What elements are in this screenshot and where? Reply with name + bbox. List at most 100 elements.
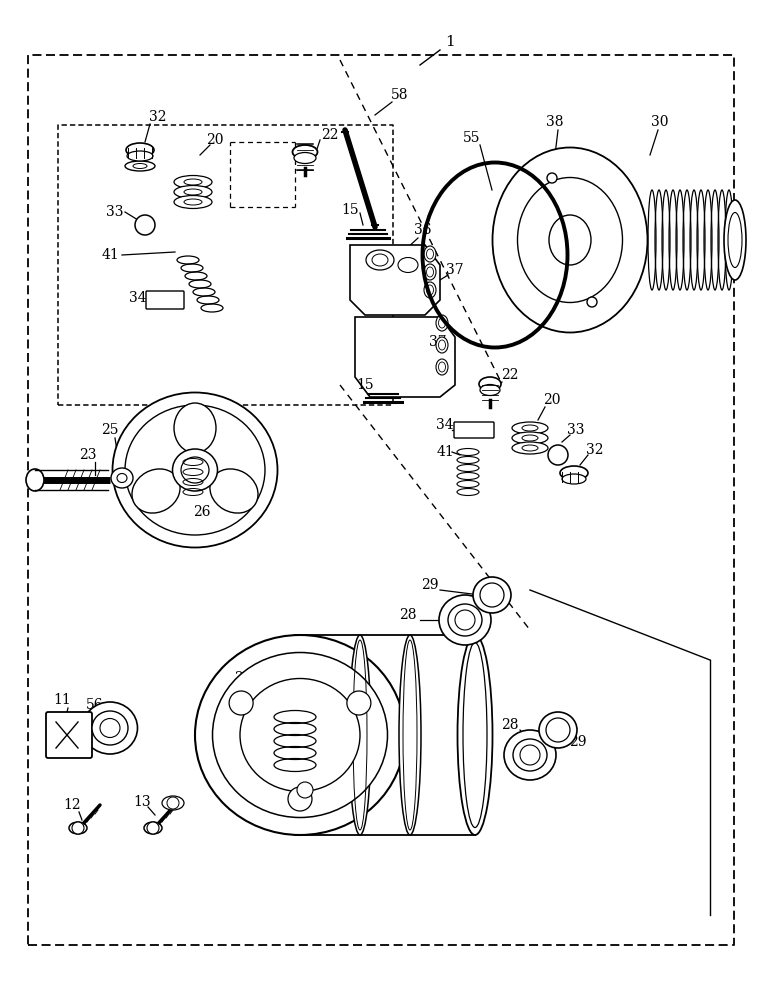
Ellipse shape: [366, 250, 394, 270]
Ellipse shape: [173, 449, 217, 491]
Text: 1: 1: [445, 35, 455, 49]
FancyBboxPatch shape: [454, 422, 494, 438]
Ellipse shape: [127, 151, 153, 161]
FancyBboxPatch shape: [46, 712, 92, 758]
Text: 58: 58: [391, 88, 409, 102]
Ellipse shape: [436, 337, 448, 353]
Text: 28: 28: [502, 718, 519, 732]
Ellipse shape: [293, 145, 318, 159]
Text: 37: 37: [429, 335, 447, 349]
Ellipse shape: [512, 442, 548, 454]
Ellipse shape: [133, 163, 147, 168]
Text: 29: 29: [421, 578, 439, 592]
Ellipse shape: [549, 215, 591, 265]
Text: 34: 34: [436, 418, 454, 432]
Ellipse shape: [144, 822, 162, 834]
Ellipse shape: [399, 635, 421, 835]
Circle shape: [147, 822, 159, 834]
Text: 13: 13: [133, 795, 150, 809]
Text: 32: 32: [149, 110, 166, 124]
Ellipse shape: [26, 469, 44, 491]
Text: 56: 56: [86, 698, 104, 712]
FancyBboxPatch shape: [146, 291, 184, 309]
Text: 33: 33: [567, 423, 584, 437]
Circle shape: [72, 822, 84, 834]
Ellipse shape: [436, 315, 448, 331]
Text: 15: 15: [356, 378, 374, 392]
Circle shape: [229, 691, 253, 715]
Circle shape: [297, 782, 313, 798]
Text: 30: 30: [651, 115, 669, 129]
Ellipse shape: [398, 257, 418, 272]
Ellipse shape: [424, 246, 436, 262]
Ellipse shape: [69, 822, 87, 834]
Text: 20: 20: [206, 133, 223, 147]
Text: 22: 22: [321, 128, 339, 142]
Ellipse shape: [181, 457, 209, 483]
Ellipse shape: [126, 143, 154, 157]
Ellipse shape: [480, 384, 500, 395]
Circle shape: [546, 718, 570, 742]
Ellipse shape: [458, 635, 492, 835]
Text: 23: 23: [79, 448, 97, 462]
Circle shape: [480, 583, 504, 607]
Ellipse shape: [512, 432, 548, 444]
Ellipse shape: [522, 425, 538, 431]
Ellipse shape: [372, 254, 388, 266]
Ellipse shape: [518, 178, 622, 302]
Ellipse shape: [724, 200, 746, 280]
Circle shape: [347, 691, 371, 715]
Text: 20: 20: [543, 393, 561, 407]
Text: 26: 26: [193, 505, 211, 519]
Text: 33: 33: [106, 205, 124, 219]
Ellipse shape: [436, 359, 448, 375]
Text: 28: 28: [399, 608, 416, 622]
Circle shape: [167, 797, 179, 809]
Circle shape: [520, 745, 540, 765]
Circle shape: [288, 787, 312, 811]
Text: 15: 15: [341, 203, 359, 217]
Text: 41: 41: [436, 445, 454, 459]
Text: 34: 34: [129, 291, 147, 305]
Ellipse shape: [132, 469, 180, 513]
Ellipse shape: [162, 796, 184, 810]
Ellipse shape: [560, 466, 588, 480]
Text: 25: 25: [101, 423, 119, 437]
Text: 22: 22: [502, 368, 519, 382]
Ellipse shape: [504, 730, 556, 780]
Ellipse shape: [213, 652, 388, 818]
Ellipse shape: [522, 445, 538, 451]
Ellipse shape: [112, 392, 277, 548]
Ellipse shape: [562, 474, 586, 484]
Ellipse shape: [117, 474, 127, 483]
Ellipse shape: [174, 176, 212, 188]
Ellipse shape: [100, 718, 120, 738]
Circle shape: [135, 215, 155, 235]
Text: 41: 41: [101, 248, 119, 262]
Ellipse shape: [174, 196, 212, 209]
Ellipse shape: [174, 403, 216, 453]
Ellipse shape: [349, 635, 371, 835]
Ellipse shape: [448, 604, 482, 636]
Text: 55: 55: [464, 131, 481, 145]
Ellipse shape: [479, 377, 501, 391]
Ellipse shape: [111, 468, 133, 488]
Ellipse shape: [92, 711, 128, 745]
Text: 37: 37: [446, 263, 464, 277]
Ellipse shape: [174, 186, 212, 198]
Ellipse shape: [439, 595, 491, 645]
Text: 29: 29: [569, 735, 587, 749]
Ellipse shape: [83, 702, 138, 754]
Text: 11: 11: [53, 693, 71, 707]
Ellipse shape: [522, 435, 538, 441]
Polygon shape: [350, 245, 440, 315]
Circle shape: [547, 173, 557, 183]
Text: 32: 32: [586, 443, 603, 457]
Ellipse shape: [210, 469, 258, 513]
Ellipse shape: [184, 199, 202, 205]
Circle shape: [455, 610, 475, 630]
Text: 12: 12: [63, 798, 81, 812]
Ellipse shape: [294, 152, 316, 163]
Ellipse shape: [125, 161, 155, 171]
Ellipse shape: [539, 712, 577, 748]
